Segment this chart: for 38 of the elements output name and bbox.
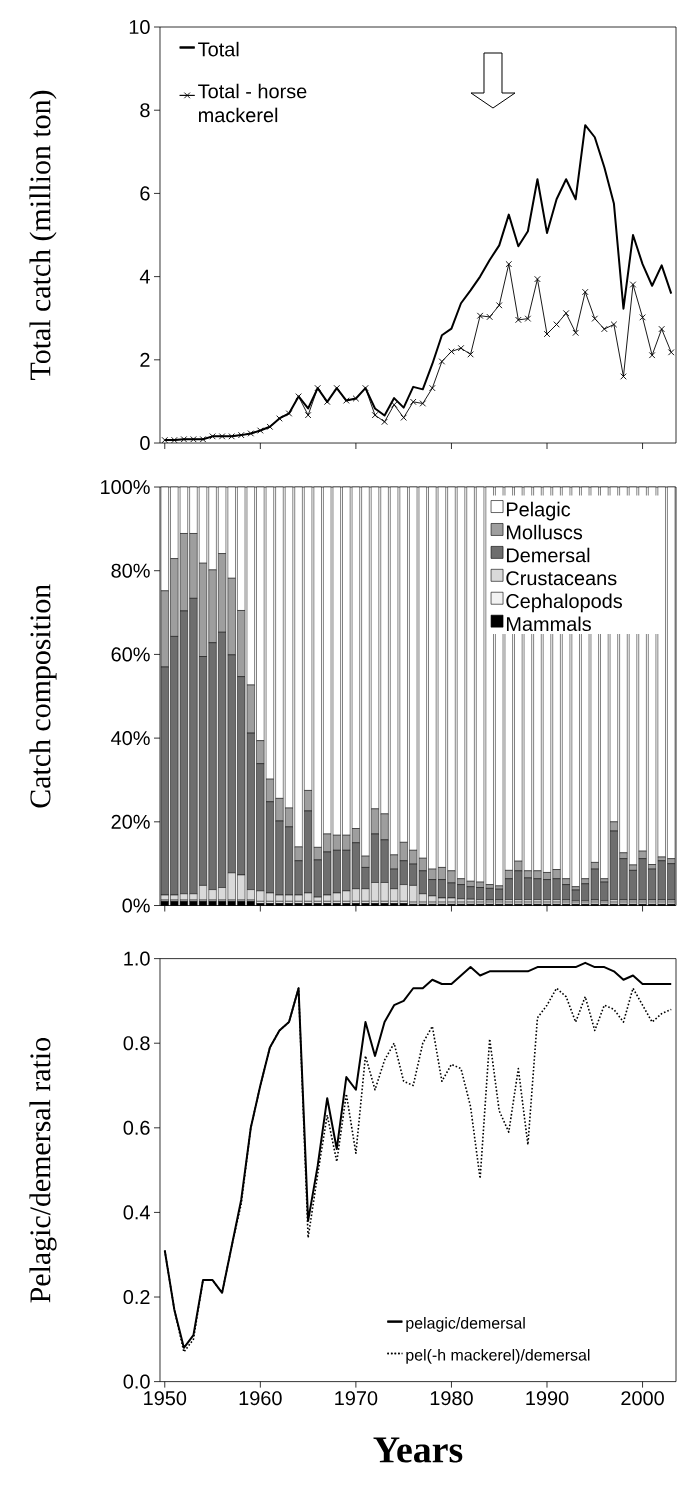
y-tick-label: 40% <box>111 731 150 746</box>
y-axis-title: Pelagic/demersal ratio <box>29 1038 57 1303</box>
x-tick-label: 1960 <box>239 1391 282 1406</box>
y-tick-label: 8 <box>140 103 150 118</box>
y-tick-label: 4 <box>139 269 150 284</box>
legend-label: Demersal <box>506 547 590 563</box>
legend-label: Mammals <box>506 616 591 632</box>
y-axis-title: Catch composition <box>29 584 57 808</box>
y-tick-label: 10 <box>129 19 150 35</box>
y-tick-label: 0.4 <box>123 1205 150 1220</box>
y-tick-label: 80% <box>111 563 150 578</box>
x-tick-label: 2000 <box>621 1391 664 1406</box>
y-tick-label: 1.0 <box>124 951 150 966</box>
y-tick-label: 0% <box>122 898 150 913</box>
y-axis-title: Total catch (million ton) <box>29 90 57 380</box>
y-tick-label: 0 <box>140 435 150 451</box>
y-tick-label: 20% <box>111 814 150 829</box>
x-tick-label: 1990 <box>526 1391 569 1406</box>
legend-label: Total - horse mackerel <box>198 83 307 123</box>
legend-label: pel(-h mackerel)/demersal <box>406 1348 590 1364</box>
y-tick-label: 2 <box>140 352 150 367</box>
y-tick-label: 60% <box>111 647 150 662</box>
y-tick-label: 0.8 <box>123 1036 150 1051</box>
legend-label: Cephalopods <box>506 593 623 613</box>
x-tick-label: 1950 <box>144 1391 187 1406</box>
y-tick-label: 6 <box>140 186 150 201</box>
legend-label: pelagic/demersal <box>406 1317 525 1332</box>
x-tick-label: 1980 <box>430 1391 473 1406</box>
x-tick-label: 1970 <box>335 1391 378 1406</box>
y-tick-label: 0.6 <box>123 1120 150 1135</box>
legend-label: Molluscs <box>506 524 583 540</box>
y-tick-label: 0.0 <box>123 1374 150 1389</box>
legend-label: Crustaceans <box>506 571 617 586</box>
legend-label: Pelagic <box>506 501 571 521</box>
y-tick-label: 0.2 <box>123 1289 150 1305</box>
x-axis-title: Years <box>373 1437 463 1463</box>
y-tick-label: 100% <box>101 479 150 495</box>
legend-label: Total <box>198 41 239 57</box>
